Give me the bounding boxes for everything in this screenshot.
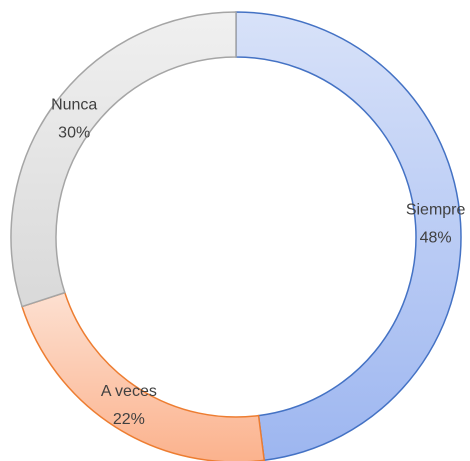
- donut-slice: [10, 11, 237, 308]
- slice-value-label: 48%: [420, 230, 452, 247]
- slice-category-label: Siempre: [406, 202, 466, 219]
- slice-category-label: A veces: [101, 383, 157, 400]
- donut-slice: [235, 11, 462, 461]
- slice-value-label: 30%: [58, 125, 90, 142]
- donut-slice: [21, 291, 266, 461]
- slice-value-label: 22%: [113, 411, 145, 428]
- slice-category-label: Nunca: [51, 97, 97, 114]
